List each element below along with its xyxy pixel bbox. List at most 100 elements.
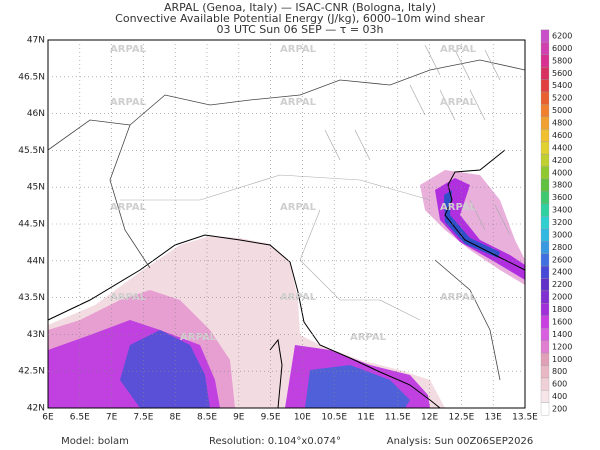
colorbar-label: 4600 <box>552 131 572 140</box>
coastline <box>269 338 283 409</box>
lat-tick-label: 45N <box>27 183 45 193</box>
colorbar-label: 400 <box>552 392 567 401</box>
colorbar-label: 1000 <box>552 355 572 364</box>
colorbar-swatch <box>540 377 550 391</box>
lon-tick-label: 8.5E <box>197 413 217 423</box>
colorbar-swatch <box>540 42 550 55</box>
lat-tick-label: 44.5N <box>18 220 45 230</box>
lon-tick-label: 13.5E <box>512 413 538 423</box>
watermark: ARPAL <box>440 292 477 303</box>
colorbar-label: 6000 <box>552 44 572 53</box>
lon-tick-label: 7.5E <box>133 413 153 423</box>
colorbar-swatch <box>540 129 550 142</box>
cape-core <box>444 190 500 258</box>
colorbar-swatch <box>540 178 550 192</box>
colorbar-label: 5600 <box>552 69 572 78</box>
colorbar-label: 2800 <box>552 243 572 252</box>
colorbar-swatch <box>540 278 550 292</box>
colorbar-swatch <box>540 290 550 304</box>
lon-tick-label: 6E <box>42 413 54 423</box>
colorbar-label: 800 <box>552 367 567 376</box>
lon-tick-label: 12E <box>421 413 438 423</box>
colorbar-label: 1800 <box>552 305 572 314</box>
cape-high <box>435 178 525 280</box>
colorbar-swatch <box>540 29 550 43</box>
header-line: 03 UTC Sun 06 SEP — τ = 03h <box>216 23 383 36</box>
watermark: ARPAL <box>180 332 217 343</box>
watermark: ARPAL <box>280 97 317 108</box>
colorbar-swatch <box>540 191 550 205</box>
colorbar-swatch <box>540 390 550 403</box>
lat-tick-label: 43.5N <box>18 293 45 303</box>
footer-analysis: Analysis: Sun 00Z06SEP2026 <box>387 436 533 447</box>
watermark: ARPAL <box>280 202 317 213</box>
lat-tick-label: 46N <box>27 109 45 119</box>
watermark: ARPAL <box>110 97 147 108</box>
colorbar-label: 5800 <box>552 56 572 65</box>
lat-tick-label: 42.5N <box>18 367 45 377</box>
colorbar-label: 1400 <box>552 330 572 339</box>
colorbar-swatch <box>540 352 550 366</box>
colorbar-label: 6200 <box>552 32 572 41</box>
colorbar-swatch <box>540 328 550 341</box>
colorbar-swatch <box>540 216 550 229</box>
lon-tick-label: 9.5E <box>261 413 281 423</box>
colorbar-swatch <box>540 402 550 416</box>
colorbar-label: 5000 <box>552 106 572 115</box>
border <box>120 174 431 321</box>
colorbar-swatch <box>540 253 550 267</box>
colorbar-swatch <box>540 104 550 117</box>
colorbar-label: 2400 <box>552 268 572 277</box>
lat-tick-label: 42N <box>27 404 45 414</box>
lon-tick-label: 13E <box>485 413 502 423</box>
watermark: ARPAL <box>110 44 147 55</box>
colorbar-label: 2200 <box>552 280 572 289</box>
colorbar-label: 200 <box>552 405 567 414</box>
footer-resolution: Resolution: 0.104°x0.074° <box>209 436 341 447</box>
colorbar-swatch <box>540 340 550 354</box>
lon-tick-label: 11E <box>357 413 374 423</box>
colorbar-label: 600 <box>552 380 567 389</box>
lon-tick-label: 9E <box>233 413 245 423</box>
colorbar-label: 3800 <box>552 181 572 190</box>
lat-tick-label: 47N <box>27 36 45 46</box>
colorbar-swatch <box>540 141 550 155</box>
watermark: ARPAL <box>280 292 317 303</box>
lon-tick-label: 12.5E <box>449 413 475 423</box>
watermark: ARPAL <box>110 202 147 213</box>
colorbar-label: 2600 <box>552 255 572 264</box>
colorbar-label: 2000 <box>552 293 572 302</box>
header-line: ARPAL (Genoa, Italy) — ISAC-CNR (Bologna… <box>164 1 436 14</box>
colorbar-swatch <box>540 79 550 93</box>
colorbar-label: 5400 <box>552 81 572 90</box>
colorbar-label: 4200 <box>552 156 572 165</box>
colorbar-label: 3200 <box>552 218 572 227</box>
coastline <box>444 149 526 271</box>
coastline <box>47 234 441 409</box>
watermark: ARPAL <box>440 97 477 108</box>
colorbar-label: 1600 <box>552 317 572 326</box>
colorbar-swatch <box>540 91 550 105</box>
colorbar-swatch <box>540 203 550 217</box>
map-area: ARPAL ARPAL ARPAL ARPAL ARPAL ARPAL ARPAL ARPAL… <box>47 40 526 409</box>
cape-core <box>305 365 410 408</box>
lat-tick-label: 43N <box>27 330 45 340</box>
lon-tick-label: 11.5E <box>385 413 411 423</box>
lat-tick-label: 45.5N <box>18 146 45 156</box>
colorbar-label: 1200 <box>552 342 572 351</box>
colorbar-label: 3400 <box>552 206 572 215</box>
lon-tick-label: 8E <box>169 413 181 423</box>
footer-model: Model: bolam <box>61 436 129 447</box>
colorbar-swatch <box>540 116 550 130</box>
colorbar-swatch <box>540 66 550 80</box>
colorbar-label: 4800 <box>552 119 572 128</box>
watermark: ARPAL <box>440 202 477 213</box>
colorbar-label: 5200 <box>552 94 572 103</box>
colorbar-swatch <box>540 153 550 167</box>
header-line: Convective Available Potential Energy (J… <box>115 12 485 25</box>
colorbar-swatch <box>540 54 550 68</box>
colorbar-swatch <box>540 303 550 316</box>
border <box>47 59 526 381</box>
